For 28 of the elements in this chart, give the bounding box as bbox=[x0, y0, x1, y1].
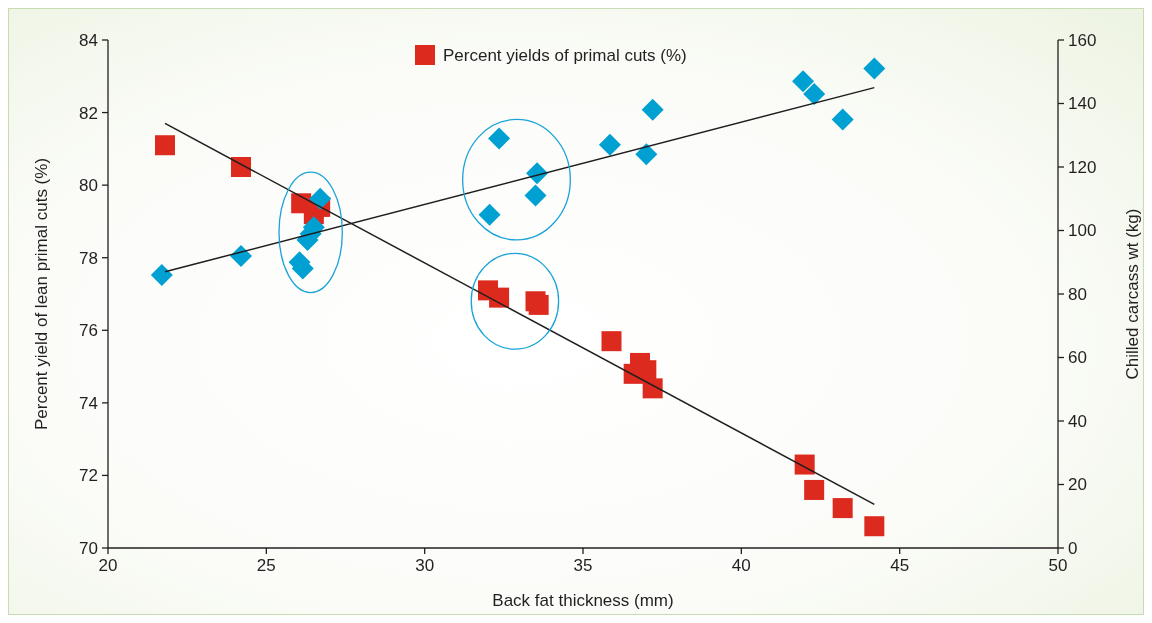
x-tick-label: 20 bbox=[98, 556, 118, 575]
y2-tick-label: 160 bbox=[1068, 30, 1097, 50]
y2-tick-label: 100 bbox=[1068, 221, 1097, 241]
y-tick-label: 70 bbox=[79, 538, 98, 558]
y-tick-label: 74 bbox=[79, 393, 98, 413]
x-axis-title: Back fat thickness (mm) bbox=[492, 591, 674, 610]
y-tick-label: 82 bbox=[79, 103, 98, 123]
x-tick-label: 30 bbox=[415, 556, 435, 575]
y-axis-title: Percent yield of lean primal cuts (%) bbox=[32, 157, 51, 431]
x-tick-label: 25 bbox=[256, 556, 276, 575]
x-tick-label: 45 bbox=[890, 556, 910, 575]
legend-label: Percent yields of primal cuts (%) bbox=[443, 45, 687, 65]
y2-tick-label: 120 bbox=[1068, 157, 1097, 177]
y2-tick-label: 60 bbox=[1068, 348, 1087, 368]
y2-tick-label: 80 bbox=[1068, 284, 1087, 304]
y2-axis-title: Chilled carcass wt (kg) bbox=[1123, 208, 1142, 380]
y2-tick-label: 0 bbox=[1068, 538, 1078, 558]
y-tick-label: 80 bbox=[79, 176, 98, 196]
y2-tick-label: 140 bbox=[1068, 94, 1097, 114]
y-tick-label: 78 bbox=[79, 248, 98, 268]
y-tick-label: 84 bbox=[79, 30, 98, 50]
x-tick-label: 35 bbox=[573, 556, 593, 575]
x-tick-label: 40 bbox=[731, 556, 751, 575]
y-tick-label: 76 bbox=[79, 321, 98, 341]
y-tick-label: 72 bbox=[79, 466, 98, 486]
x-tick-label: 50 bbox=[1048, 556, 1068, 575]
y2-tick-label: 40 bbox=[1068, 411, 1087, 431]
y2-tick-label: 20 bbox=[1068, 475, 1087, 495]
